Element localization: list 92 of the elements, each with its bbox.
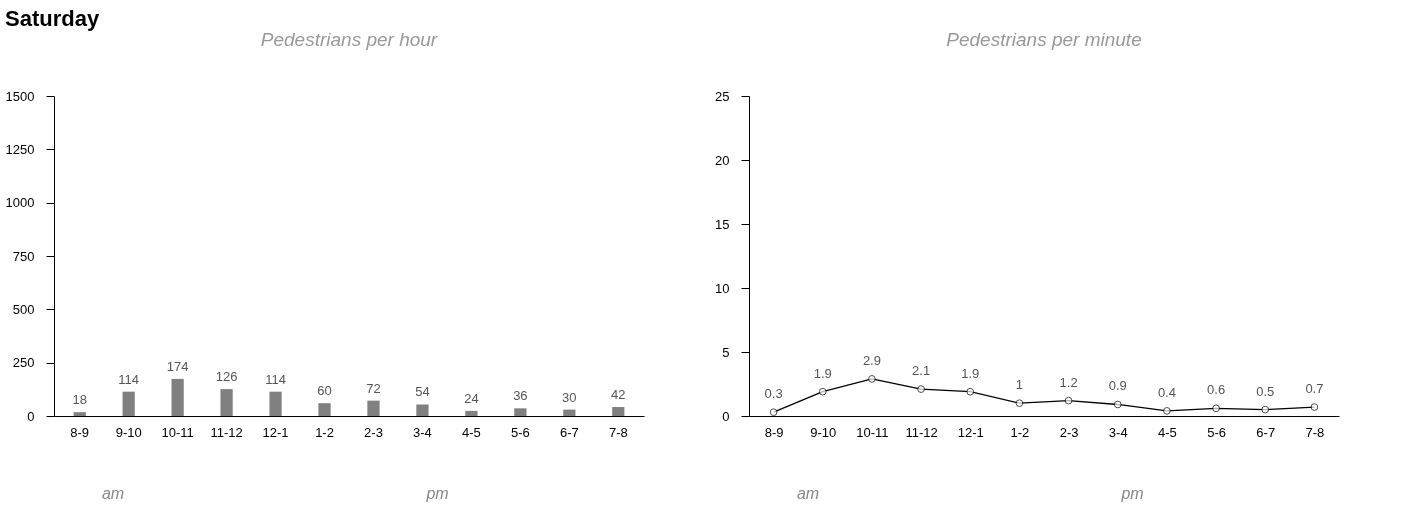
x-tick-label: 9-10 xyxy=(810,424,837,440)
data-label: 72 xyxy=(366,380,381,396)
x-tick-label: 11-12 xyxy=(210,424,243,440)
y-tick-label: 20 xyxy=(715,152,730,168)
chart-subtitle: Pedestrians per hour xyxy=(260,29,438,50)
x-tick-label: 9-10 xyxy=(115,424,142,440)
x-tick-label: 1-2 xyxy=(315,424,334,440)
y-tick-label: 1500 xyxy=(5,88,35,104)
bar xyxy=(220,389,233,416)
data-label: 126 xyxy=(215,369,238,385)
bar xyxy=(612,407,625,416)
bar xyxy=(416,404,429,416)
x-tick-label: 8-9 xyxy=(764,424,784,440)
data-label: 1 xyxy=(1015,377,1024,393)
text: am xyxy=(796,485,820,502)
point xyxy=(1113,400,1122,409)
bar xyxy=(122,391,135,416)
bar xyxy=(269,391,282,416)
point xyxy=(1212,404,1220,413)
data-label: 18 xyxy=(72,392,87,408)
x-tick-label: 10-11 xyxy=(161,424,194,440)
chart-title: Saturday xyxy=(5,6,100,31)
data-label: 114 xyxy=(118,371,140,387)
x-tick-label: 6-7 xyxy=(559,424,579,440)
bar xyxy=(367,400,380,416)
x-tick-label: 8-9 xyxy=(70,424,90,440)
x-tick-label: 6-7 xyxy=(1256,424,1276,440)
x-tick-label: 3-4 xyxy=(1108,424,1128,440)
y-tick-label: 1000 xyxy=(5,195,35,211)
x-tick-label: 1-2 xyxy=(1010,424,1030,440)
point xyxy=(1015,399,1024,408)
y-tick-label: 750 xyxy=(12,248,35,264)
y-tick-label: 5 xyxy=(722,344,730,360)
bar xyxy=(171,378,184,416)
x-tick-label: 4-5 xyxy=(462,424,481,440)
point xyxy=(966,387,975,396)
data-label: 0.3 xyxy=(764,386,783,402)
data-label: 30 xyxy=(562,389,577,405)
bar xyxy=(73,412,86,416)
x-tick-label: 7-8 xyxy=(1305,424,1325,440)
data-label: 0.4 xyxy=(1157,384,1176,400)
y-tick-label: 500 xyxy=(12,301,35,317)
x-tick-label: 2-3 xyxy=(1059,424,1079,440)
x-tick-label: 12-1 xyxy=(262,424,289,440)
y-tick-label: 15 xyxy=(715,216,730,232)
data-label: 0.6 xyxy=(1207,382,1226,398)
data-label: 2.9 xyxy=(862,352,881,368)
point xyxy=(1064,396,1073,405)
data-label: 24 xyxy=(464,390,479,406)
point xyxy=(1163,407,1171,415)
point xyxy=(1261,405,1270,414)
bar xyxy=(318,403,331,416)
data-label: 0.5 xyxy=(1256,383,1275,399)
data-label: 174 xyxy=(166,358,189,374)
data-label: 0.9 xyxy=(1108,378,1127,394)
point xyxy=(917,385,925,393)
y-tick-label: 250 xyxy=(12,355,35,371)
x-tick-label: 4-5 xyxy=(1158,424,1177,440)
text: pm xyxy=(425,485,449,502)
chart-subtitle: Pedestrians per minute xyxy=(946,29,1142,50)
bar xyxy=(465,410,478,416)
data-label: 2.1 xyxy=(912,363,931,379)
x-tick-label: 3-4 xyxy=(413,424,432,440)
x-tick-label: 2-3 xyxy=(364,424,383,440)
x-tick-label: 5-6 xyxy=(1207,424,1226,440)
x-tick-label: 7-8 xyxy=(608,424,628,440)
point xyxy=(818,387,827,396)
x-tick-label: 10-11 xyxy=(856,424,889,440)
y-tick-label: 1250 xyxy=(5,141,35,157)
data-label: 54 xyxy=(415,384,430,400)
data-label: 42 xyxy=(611,387,626,403)
x-tick-label: 5-6 xyxy=(510,424,530,440)
bar xyxy=(514,408,527,416)
y-tick-label: 0 xyxy=(722,408,730,424)
point xyxy=(868,375,876,383)
point xyxy=(769,408,778,417)
data-label: 0.7 xyxy=(1305,381,1324,397)
y-tick-label: 10 xyxy=(715,280,730,296)
x-tick-label: 12-1 xyxy=(957,424,984,440)
text: am xyxy=(101,485,125,502)
y-tick-label: 25 xyxy=(715,88,730,104)
text: pm xyxy=(1120,485,1144,502)
data-label: 114 xyxy=(265,371,286,387)
data-label: 1.9 xyxy=(813,365,832,381)
data-label: 60 xyxy=(317,383,332,399)
data-label: 36 xyxy=(513,388,528,404)
data-label: 1.9 xyxy=(961,365,980,381)
y-tick-label: 0 xyxy=(27,408,35,424)
point xyxy=(1310,403,1319,411)
bar xyxy=(563,409,576,416)
data-label: 1.2 xyxy=(1059,374,1078,390)
x-tick-label: 11-12 xyxy=(905,424,938,440)
